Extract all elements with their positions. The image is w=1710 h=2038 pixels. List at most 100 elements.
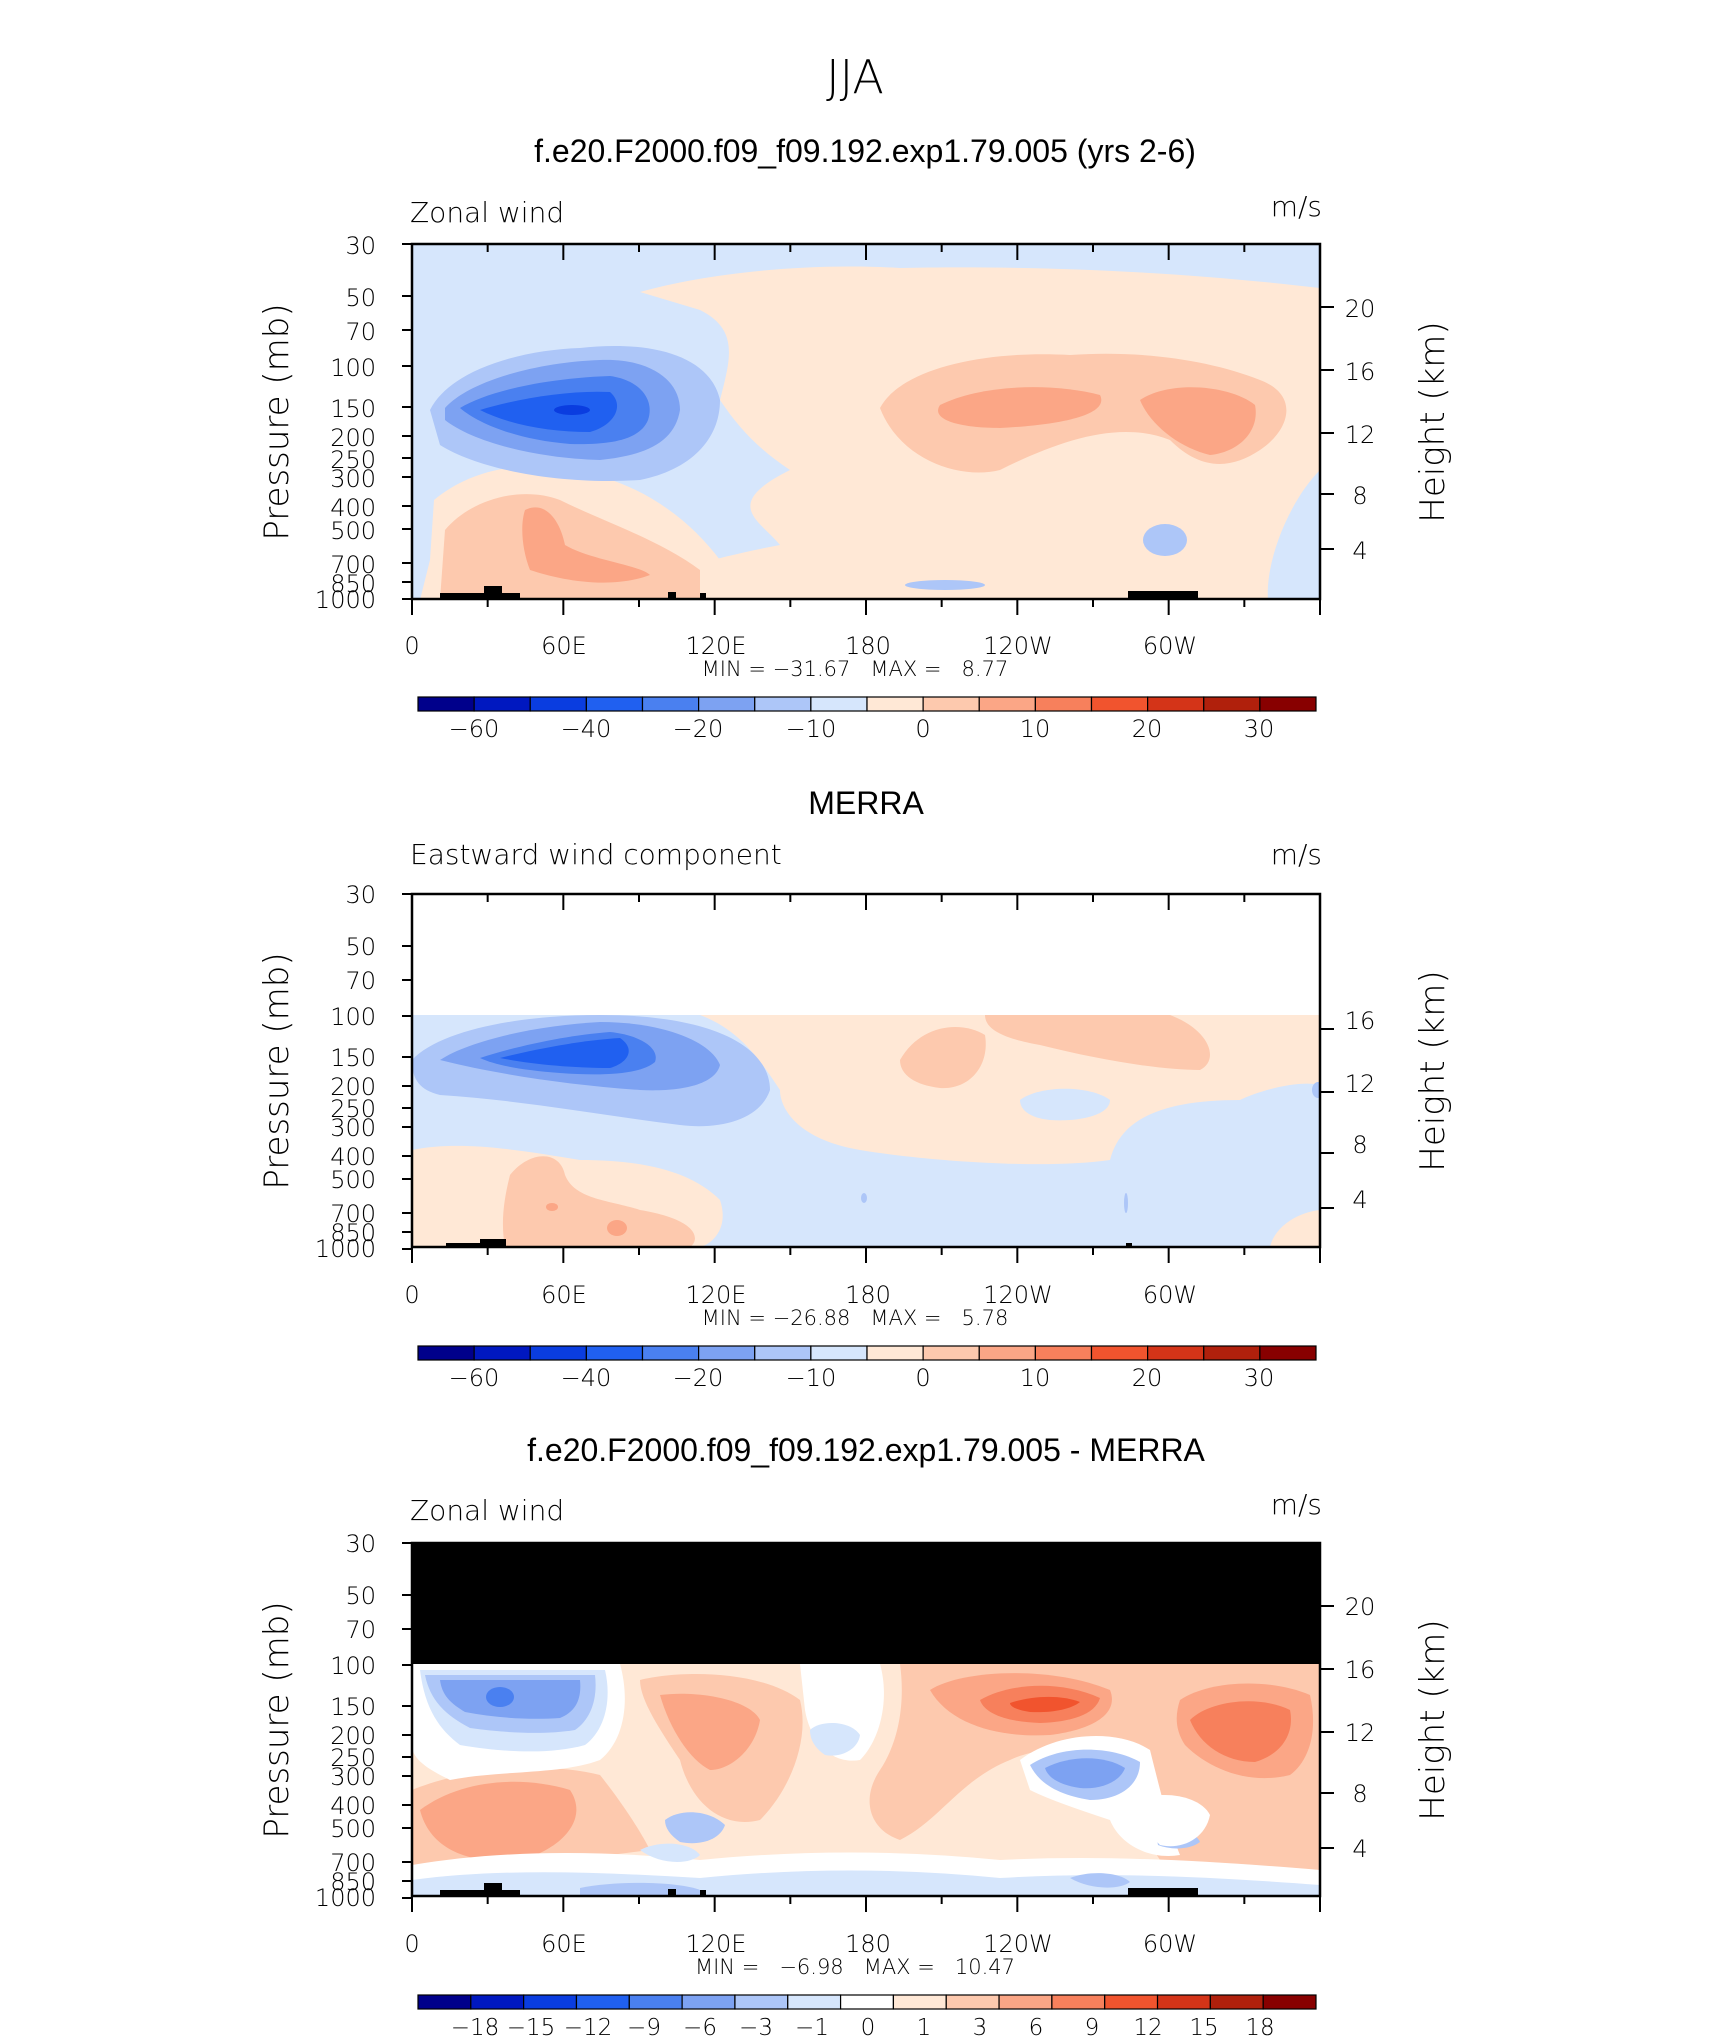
y-tick-label: 50 — [345, 1582, 376, 1610]
y-axis-label: Pressure (mb) — [257, 1601, 297, 1838]
colorbar-box — [1209, 1994, 1264, 2010]
x-tick-marks — [411, 244, 1321, 615]
contour-positive-5-10 — [900, 1027, 986, 1089]
colorbar-box — [473, 696, 531, 712]
variable-label: Zonal wind — [410, 196, 564, 229]
colorbar-label: 12 — [1133, 2015, 1162, 2038]
x-tick-label: 0 — [404, 1930, 419, 1958]
panel-model: f.e20.F2000.f09_f09.192.exp1.79.005 (yrs… — [257, 133, 1453, 743]
colorbar-box — [866, 696, 924, 712]
colorbar-box — [417, 1994, 472, 2010]
colorbar-box — [1203, 696, 1261, 712]
colorbar: −60 −40 −20 −10 0 10 20 30 — [417, 696, 1317, 743]
masked-region — [412, 1543, 1320, 1664]
colorbar-label: −6 — [683, 2015, 717, 2038]
variable-label: Zonal wind — [410, 1494, 564, 1527]
y-tick-marks — [402, 1542, 412, 1899]
y-tick-label: 50 — [345, 933, 376, 961]
contour-negative-tiny-east — [1124, 1193, 1128, 1213]
colorbar-label: 0 — [861, 2015, 876, 2038]
right-axis-label: Height (km) — [1413, 970, 1453, 1171]
colorbar-label: 30 — [1244, 715, 1275, 743]
x-tick-label: 60E — [541, 1930, 587, 1958]
y-tick-label: 50 — [345, 284, 376, 312]
x-tick-label: 180 — [845, 1930, 891, 1958]
colorbar-label: −18 — [451, 2015, 500, 2038]
colorbar-label: 0 — [915, 1364, 930, 1392]
topography-mask — [446, 1239, 1132, 1247]
colorbar-labels: −18 −15 −12 −9 −6 −3 −1 0 1 3 6 9 12 15 … — [451, 2015, 1275, 2038]
contour-positive-10-15-low — [522, 507, 650, 583]
units-label: m/s — [1271, 838, 1322, 871]
colorbar: −18 −15 −12 −9 −6 −3 −1 0 1 3 6 9 12 15 … — [417, 1994, 1317, 2038]
colorbar-box — [922, 1345, 980, 1361]
colorbar-box — [641, 696, 700, 712]
x-tick-label: 60W — [1143, 1930, 1197, 1958]
colorbar-label: 10 — [1020, 715, 1051, 743]
right-tick-label: 12 — [1345, 1070, 1376, 1098]
right-tick-label: 20 — [1345, 295, 1376, 323]
colorbar: −60 −40 −20 −10 0 10 20 30 — [417, 1345, 1317, 1392]
colorbar-labels: −60 −40 −20 −10 0 10 20 30 — [449, 715, 1275, 743]
colorbar-label: −40 — [561, 1364, 612, 1392]
y-tick-marks — [402, 893, 412, 1250]
colorbar-box — [529, 696, 587, 712]
y-tick-label: 500 — [330, 1815, 376, 1843]
y-tick-label: 500 — [330, 1166, 376, 1194]
right-tick-label: 16 — [1345, 1007, 1376, 1035]
x-tick-labels: 0 60E 120E 180 120W 60W — [404, 1930, 1197, 1958]
colorbar-box — [1034, 696, 1093, 712]
contour-negative-tiny — [861, 1193, 867, 1203]
topography-mask — [440, 1883, 1198, 1896]
colorbar-box — [1090, 1345, 1149, 1361]
right-tick-label: 8 — [1352, 482, 1367, 510]
right-tick-labels: 20 16 12 8 4 — [1345, 295, 1376, 565]
colorbar-label: 30 — [1244, 1364, 1275, 1392]
y-tick-label: 70 — [345, 318, 376, 346]
y-tick-label: 300 — [330, 1763, 376, 1791]
contour-positive-5-10-east — [985, 1015, 1210, 1070]
colorbar-label: −10 — [786, 715, 837, 743]
plot-area — [402, 242, 1334, 615]
colorbar-labels: −60 −40 −20 −10 0 10 20 30 — [449, 1364, 1275, 1392]
y-tick-label: 850 — [330, 570, 376, 598]
plot-area — [402, 1541, 1334, 1912]
y-tick-label: 200 — [330, 424, 376, 452]
colorbar-box — [734, 1994, 789, 2010]
y-tick-label: 70 — [345, 967, 376, 995]
colorbar-box — [1051, 1994, 1106, 2010]
colorbar-boxes — [417, 696, 1317, 712]
colorbar-label: −20 — [673, 715, 724, 743]
x-tick-label: 120E — [686, 632, 747, 660]
colorbar-label: 10 — [1020, 1364, 1051, 1392]
contour-positive-10-15-small — [546, 1203, 558, 1211]
y-tick-label: 400 — [330, 1792, 376, 1820]
colorbar-box — [1034, 1345, 1093, 1361]
colorbar-box — [787, 1994, 842, 2010]
y-axis-label: Pressure (mb) — [257, 952, 297, 1189]
colorbar-label: −40 — [561, 715, 612, 743]
y-tick-label: 400 — [330, 1143, 376, 1171]
topography-mask — [440, 586, 1198, 599]
colorbar-label: 1 — [917, 2015, 932, 2038]
y-axis-label: Pressure (mb) — [257, 303, 297, 540]
colorbar-box — [1262, 1994, 1317, 2010]
y-tick-label: 1000 — [315, 1884, 376, 1912]
colorbar-box — [523, 1994, 578, 2010]
y-tick-label: 1000 — [315, 586, 376, 614]
colorbar-box — [628, 1994, 683, 2010]
colorbar-label: −3 — [739, 2015, 773, 2038]
colorbar-box — [1147, 1345, 1205, 1361]
y-tick-label: 200 — [330, 1722, 376, 1750]
contour-positive-10-15 — [607, 1220, 627, 1236]
contour-negative-20-30 — [480, 391, 618, 432]
variable-label: Eastward wind component — [410, 838, 782, 871]
min-max-text: MIN = −26.88 MAX = 5.78 — [702, 1306, 1009, 1330]
y-tick-label: 700 — [330, 551, 376, 579]
colorbar-box — [1147, 696, 1205, 712]
colorbar-label: 20 — [1132, 1364, 1163, 1392]
colorbar-box — [529, 1345, 587, 1361]
y-tick-label: 30 — [345, 232, 376, 260]
contour-fills — [412, 1015, 1320, 1247]
min-max-text: MIN = −6.98 MAX = 10.47 — [695, 1955, 1015, 1979]
